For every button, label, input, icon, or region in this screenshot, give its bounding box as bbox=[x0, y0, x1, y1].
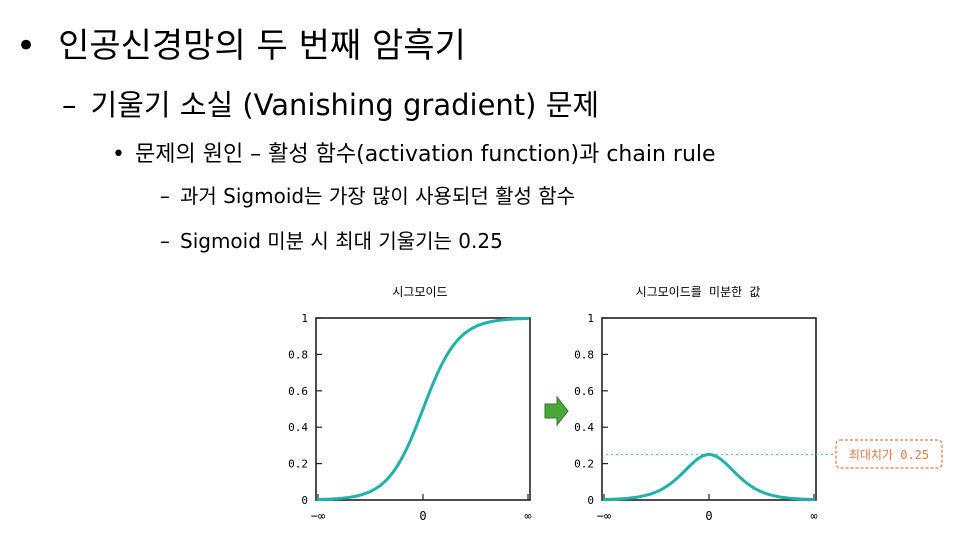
subtitle-dash: – bbox=[62, 88, 77, 122]
y-tick-label: 0 bbox=[301, 494, 308, 507]
sub-point-2: – Sigmoid 미분 시 최대 기울기는 0.25 bbox=[160, 225, 503, 254]
sigmoid-derivative-chart: 시그모이드를 미분한 값 00.20.40.60.81 −∞ 0 ∞ 최대치가 0.… bbox=[574, 285, 943, 523]
y-tick-label: 0.8 bbox=[574, 348, 594, 361]
x-tick-label: −∞ bbox=[311, 509, 325, 523]
sigmoid-chart: 시그모이드 00.20.40.60.81 −∞ 0 ∞ bbox=[288, 285, 531, 523]
series-line bbox=[316, 317, 530, 501]
y-axis-ticks: 0 0.2 0.4 0.6 0.8 1 bbox=[288, 312, 322, 507]
title-text: 인공신경망의 두 번째 암흑기 bbox=[58, 26, 466, 66]
chart-title: 시그모이드를 미분한 값 bbox=[636, 285, 761, 299]
y-tick-label: 0.6 bbox=[288, 385, 308, 398]
y-tick-label: 0.2 bbox=[288, 458, 308, 471]
x-tick-label: ∞ bbox=[810, 509, 817, 523]
arrow-icon bbox=[544, 395, 569, 427]
sub-point-dash: – bbox=[160, 229, 170, 253]
y-tick-label: 0.4 bbox=[574, 421, 594, 434]
sub-point-text: 과거 Sigmoid는 가장 많이 사용되던 활성 함수 bbox=[180, 184, 576, 208]
y-tick-label: 0.2 bbox=[574, 458, 594, 471]
x-tick-label: 0 bbox=[419, 509, 426, 523]
chart-title: 시그모이드 bbox=[392, 285, 447, 299]
x-axis-ticks: −∞ 0 ∞ bbox=[311, 494, 532, 523]
y-tick-label: 1 bbox=[587, 312, 594, 325]
max-annotation-box: 최대치가 0.25 bbox=[835, 439, 943, 469]
y-axis-ticks: 0 0.2 0.4 0.6 0.8 1 bbox=[574, 312, 608, 507]
sub-point-text: Sigmoid 미분 시 최대 기울기는 0.25 bbox=[180, 229, 503, 253]
series-marks bbox=[316, 317, 530, 501]
slide-subtitle: – 기울기 소실 (Vanishing gradient) 문제 bbox=[62, 82, 599, 124]
point-text: 문제의 원인 – 활성 함수(activation function)과 cha… bbox=[134, 142, 716, 167]
cause-point: • 문제의 원인 – 활성 함수(activation function)과 ch… bbox=[112, 136, 716, 168]
slide-title: • 인공신경망의 두 번째 암흑기 bbox=[16, 18, 466, 67]
series-marks bbox=[602, 452, 816, 502]
subtitle-text: 기울기 소실 (Vanishing gradient) 문제 bbox=[90, 88, 600, 122]
title-bullet: • bbox=[16, 26, 37, 66]
sub-point-1: – 과거 Sigmoid는 가장 많이 사용되던 활성 함수 bbox=[160, 180, 575, 209]
series-line bbox=[602, 452, 816, 502]
max-annotation-text: 최대치가 0.25 bbox=[849, 448, 929, 462]
y-tick-label: 1 bbox=[301, 312, 308, 325]
x-tick-label: −∞ bbox=[597, 509, 611, 523]
sub-point-dash: – bbox=[160, 184, 170, 208]
y-tick-label: 0.8 bbox=[288, 348, 308, 361]
plot-frame bbox=[601, 317, 817, 501]
y-tick-label: 0.4 bbox=[288, 421, 308, 434]
x-tick-label: 0 bbox=[705, 509, 712, 523]
y-tick-label: 0.6 bbox=[574, 385, 594, 398]
point-bullet: • bbox=[112, 142, 125, 167]
y-tick-label: 0 bbox=[587, 494, 594, 507]
x-tick-label: ∞ bbox=[524, 509, 531, 523]
